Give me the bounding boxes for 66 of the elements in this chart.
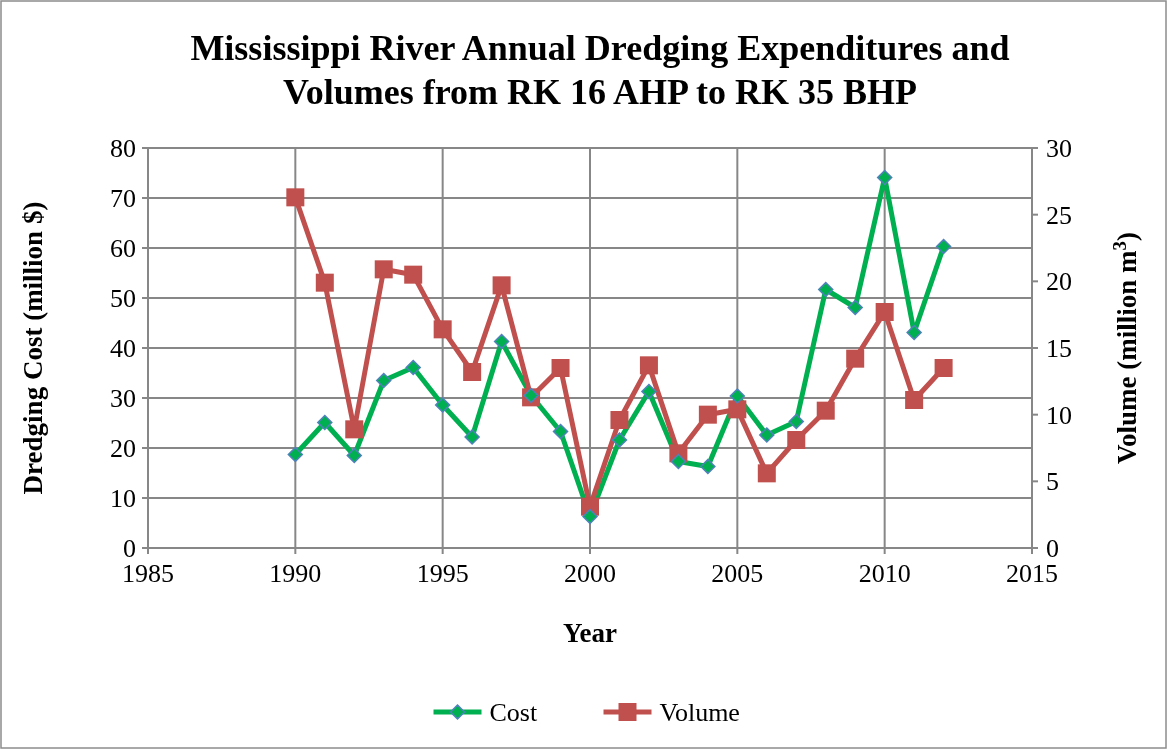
- y-tick-label: 70: [110, 184, 136, 213]
- point: [641, 383, 657, 400]
- point: [639, 356, 658, 375]
- point: [816, 401, 835, 420]
- point: [345, 420, 364, 439]
- point: [375, 372, 392, 389]
- point: [935, 238, 952, 255]
- point: [906, 324, 922, 341]
- point: [876, 169, 893, 186]
- point: [315, 273, 334, 292]
- chart-title: Mississippi River Annual Dredging Expenditures and Volumes from RK 16 AHP to RK 35 BHP: [190, 28, 1010, 112]
- point: [551, 359, 570, 377]
- point: [788, 413, 805, 430]
- x-tick-label: 1995: [416, 559, 469, 588]
- y2-tick-label: 5: [1046, 467, 1059, 497]
- point: [405, 359, 421, 376]
- point: [757, 464, 776, 483]
- point: [493, 333, 510, 350]
- x-tick-label: 1990: [269, 559, 322, 588]
- point: [611, 432, 628, 448]
- point: [934, 359, 953, 377]
- point: [552, 423, 569, 440]
- y-tick-label: 10: [110, 484, 136, 513]
- point: [728, 400, 747, 419]
- y2-tick-label: 20: [1046, 267, 1072, 297]
- point: [463, 363, 482, 381]
- point: [787, 431, 806, 449]
- point: [287, 446, 304, 463]
- point: [317, 414, 333, 431]
- point: [698, 405, 717, 424]
- y2-tick-label: 15: [1046, 334, 1072, 363]
- point: [700, 458, 716, 475]
- point: [846, 349, 865, 368]
- point: [464, 429, 480, 445]
- y2-tick-label: 25: [1046, 200, 1072, 230]
- point: [374, 260, 393, 279]
- y-tick-label: 40: [110, 334, 136, 363]
- x-axis-title: Year: [563, 618, 617, 648]
- point: [817, 281, 834, 298]
- point: [729, 388, 746, 404]
- point: [582, 508, 598, 525]
- legend-label: Cost: [489, 698, 538, 727]
- x-tick-label: 2005: [711, 559, 764, 588]
- y2-tick-label: 10: [1046, 400, 1072, 430]
- y2-tick-label: 30: [1046, 134, 1072, 163]
- y-tick-label: 30: [110, 384, 136, 413]
- y-tick-label: 80: [110, 134, 136, 163]
- point: [670, 453, 687, 470]
- point: [346, 447, 363, 464]
- point: [875, 303, 894, 321]
- x-tick-label: 2010: [858, 559, 911, 588]
- point: [286, 188, 305, 207]
- y-tick-label: 60: [110, 234, 136, 263]
- point: [759, 427, 775, 443]
- point: [610, 411, 629, 429]
- point: [404, 265, 423, 284]
- point: [492, 276, 511, 295]
- point: [433, 320, 452, 339]
- point: [434, 397, 451, 413]
- y-tick-label: 20: [110, 434, 136, 463]
- point: [847, 299, 863, 316]
- point: [905, 391, 924, 409]
- y-tick-label: 50: [110, 284, 136, 313]
- x-tick-label: 2000: [564, 559, 616, 588]
- legend-label: Volume: [659, 698, 740, 727]
- y-axis-title: Dredging Cost (million $): [18, 201, 48, 495]
